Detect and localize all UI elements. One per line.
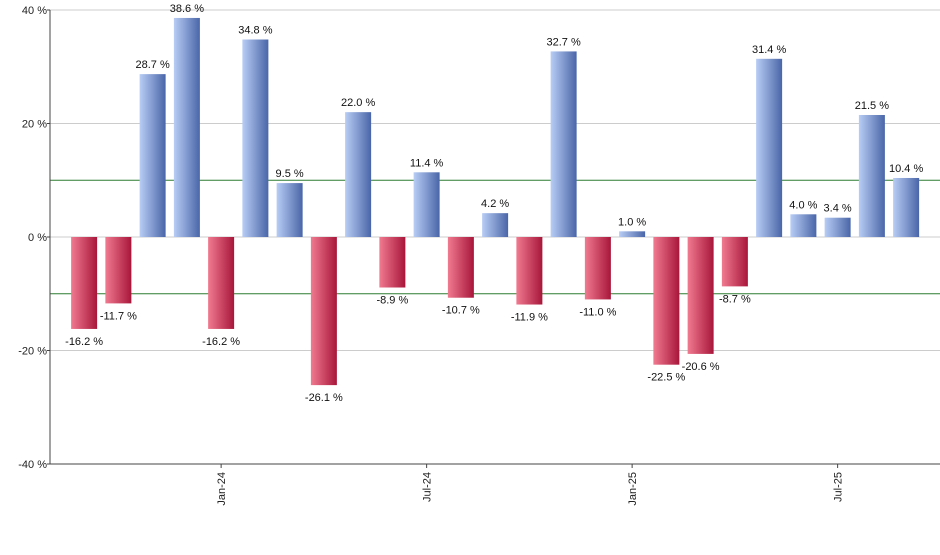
bar [619, 231, 646, 237]
bar [482, 213, 509, 237]
data-label: -11.7 % [100, 310, 137, 322]
bar [721, 237, 748, 287]
bar [687, 237, 714, 354]
data-label: -11.0 % [579, 306, 616, 318]
x-tick-label: Jul-25 [833, 472, 845, 502]
bar [516, 237, 543, 305]
bar [276, 183, 303, 237]
data-label: -8.9 % [376, 295, 408, 307]
data-label: -16.2 % [65, 336, 103, 348]
bar [139, 74, 166, 237]
bars [71, 17, 920, 386]
bar [173, 17, 200, 237]
data-label: 9.5 % [276, 168, 304, 180]
data-label: 4.2 % [481, 198, 509, 210]
bar [824, 217, 851, 237]
data-label: 22.0 % [341, 97, 375, 109]
bar [447, 237, 474, 298]
bar [105, 237, 132, 304]
y-tick-label: -20 % [18, 346, 47, 358]
data-label: -16.2 % [202, 336, 240, 348]
data-label: 21.5 % [855, 100, 889, 112]
data-label: 10.4 % [889, 163, 923, 175]
bar [653, 237, 680, 365]
data-label: -8.7 % [719, 293, 751, 305]
bar [550, 51, 577, 237]
data-label: -10.7 % [442, 305, 480, 317]
x-tick-label: Jul-24 [422, 472, 434, 502]
y-tick-label: 20 % [22, 119, 47, 131]
data-label: -11.9 % [511, 312, 548, 324]
x-tick-label: Jan-24 [216, 472, 228, 506]
data-label: 3.4 % [824, 203, 852, 215]
y-tick-label: -40 % [18, 459, 47, 471]
data-label: 31.4 % [752, 44, 786, 56]
bar [71, 237, 98, 329]
data-label: -20.6 % [682, 361, 720, 373]
data-label: -26.1 % [305, 392, 343, 404]
data-label: 4.0 % [789, 199, 817, 211]
bar [310, 237, 337, 386]
x-tick-label: Jan-25 [627, 472, 639, 506]
bar [345, 112, 372, 237]
bar [208, 237, 235, 329]
bar [242, 39, 269, 238]
axes: 40 % 20 % 0 % -20 % -40 % Jan-24 Jul-24 Jan-25 J… [18, 5, 940, 506]
y-tick-label: 0 % [28, 232, 47, 244]
data-label: 32.7 % [547, 36, 581, 48]
bar [413, 172, 440, 237]
data-labels: -16.2 % -11.7 % 28.7 % 38.6 % -16.2 % 34.8 % 9… [65, 3, 923, 404]
bar [584, 237, 611, 300]
data-label: -22.5 % [647, 372, 685, 384]
bar [893, 177, 920, 237]
bar [790, 214, 817, 237]
data-label: 1.0 % [618, 216, 646, 228]
data-label: 34.8 % [238, 25, 272, 37]
data-label: 28.7 % [136, 59, 170, 71]
bar [858, 114, 885, 237]
data-label: 38.6 % [170, 3, 204, 15]
bar [379, 237, 406, 288]
y-tick-label: 40 % [22, 5, 47, 17]
bar [756, 58, 783, 238]
data-label: 11.4 % [410, 157, 444, 169]
